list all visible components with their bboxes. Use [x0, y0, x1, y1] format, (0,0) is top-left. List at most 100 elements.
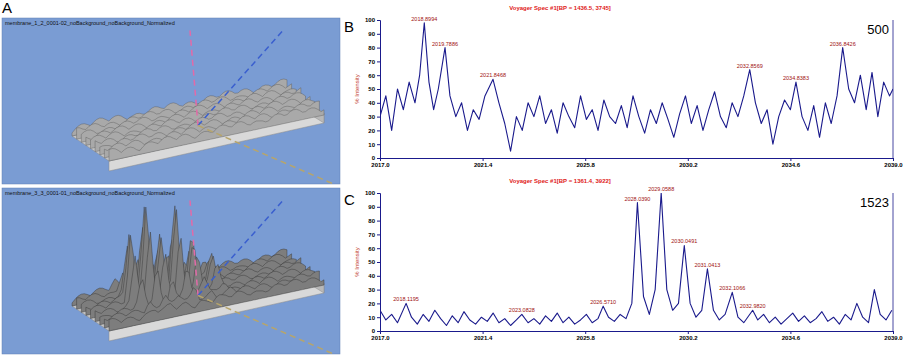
- y-tick-label: 70: [368, 232, 375, 238]
- y-tick-label: 40: [368, 273, 375, 279]
- x-tick-mark: [688, 158, 689, 161]
- panel-label: A: [2, 0, 12, 16]
- x-axis: 2017.02021.42025.82030.22034.62039.0: [371, 158, 903, 168]
- x-tick: 2034.6: [782, 331, 801, 341]
- y-tick: 100: [365, 190, 380, 196]
- spectrum-line: [380, 193, 892, 325]
- x-tick-mark: [790, 331, 791, 334]
- y-tick-label: 100: [365, 17, 376, 23]
- x-tick: 2025.8: [577, 158, 596, 168]
- y-tick-label: 30: [368, 287, 375, 293]
- surface-ridge: [109, 278, 324, 331]
- y-tick-mark: [377, 193, 380, 194]
- y-axis: 0102030405060708090100: [365, 190, 381, 334]
- y-tick: 50: [368, 86, 380, 92]
- y-tick-mark: [377, 207, 380, 208]
- y-tick-label: 20: [368, 128, 375, 134]
- x-tick: 2039.0: [884, 158, 903, 168]
- y-axis-line: [377, 21, 381, 159]
- surface-ridge: [109, 108, 324, 161]
- x-tick-label: 2030.2: [679, 335, 698, 341]
- peak-label: 2030.0491: [671, 238, 697, 244]
- y-tick: 40: [368, 273, 380, 279]
- y-tick: 10: [368, 142, 380, 148]
- x-tick-label: 2021.4: [474, 162, 493, 168]
- y-tick-mark: [377, 317, 380, 318]
- figure: Amembrane_1_2_0001-02_noBackground_noBac…: [0, 0, 911, 356]
- y-tick-mark: [377, 103, 380, 104]
- peak-label: 2018.1195: [393, 296, 419, 302]
- y-tick-mark: [377, 290, 380, 291]
- y-tick-mark: [377, 248, 380, 249]
- y-tick-mark: [377, 221, 380, 222]
- axis-guide: [198, 126, 337, 185]
- y-tick-mark: [377, 117, 380, 118]
- y-tick: 10: [368, 315, 380, 321]
- x-tick-label: 2025.8: [577, 335, 596, 341]
- y-tick-label: 40: [368, 100, 375, 106]
- y-tick: 30: [368, 287, 380, 293]
- x-tick: 2030.2: [679, 331, 698, 341]
- rendering-caption: membrane_1_2_0001-02_noBackground_noBack…: [5, 20, 175, 26]
- peak-label: 2032.8569: [737, 63, 763, 69]
- x-tick: 2039.0: [884, 331, 903, 341]
- y-tick: 50: [368, 259, 380, 265]
- peak-label: 2032.1066: [719, 285, 745, 291]
- y-axis-title: % Intensity: [354, 74, 360, 103]
- y-tick: 0: [372, 328, 380, 334]
- plot-frame: [893, 193, 894, 331]
- y-tick-mark: [377, 144, 380, 145]
- y-tick-mark: [377, 303, 380, 304]
- x-axis-line: [381, 332, 894, 335]
- x-tick-mark: [790, 158, 791, 161]
- y-tick-label: 80: [368, 218, 375, 224]
- axis-guide: [198, 296, 337, 355]
- axis-guide: [198, 201, 283, 296]
- y-tick: 70: [368, 59, 380, 65]
- chart-title: Voyager Spec #1[BP = 1361.4, 3922]: [509, 178, 611, 184]
- plot-area: [380, 23, 893, 151]
- peak-label: 2028.0390: [624, 196, 650, 202]
- y-tick-label: 90: [368, 31, 375, 37]
- x-tick-label: 2017.0: [371, 335, 390, 341]
- x-tick-label: 2034.6: [782, 162, 801, 168]
- peak-label: 2021.8468: [480, 72, 506, 78]
- x-tick-mark: [893, 331, 894, 334]
- y-tick: 20: [368, 301, 380, 307]
- peak-label: 2036.8426: [830, 41, 856, 47]
- axis-guide: [190, 201, 198, 296]
- y-tick-mark: [377, 234, 380, 235]
- x-tick: 2025.8: [577, 331, 596, 341]
- y-tick-label: 0: [372, 155, 376, 161]
- y-tick-mark: [377, 20, 380, 21]
- x-tick-label: 2034.6: [782, 335, 801, 341]
- x-tick-label: 2039.0: [884, 162, 903, 168]
- y-tick-label: 10: [368, 315, 375, 321]
- peak-label: 2032.9820: [740, 303, 766, 309]
- y-tick: 30: [368, 114, 380, 120]
- y-tick: 40: [368, 100, 380, 106]
- rendering-caption: membrane_3_3_0001-01_noBackground_noBack…: [5, 190, 175, 196]
- x-tick-label: 2021.4: [474, 335, 493, 341]
- chart-title: Voyager Spec #1[BP = 1436.5, 3745]: [509, 5, 611, 11]
- x-tick-mark: [688, 331, 689, 334]
- y-axis: 0102030405060708090100: [365, 17, 381, 161]
- peak-label: 2019.7886: [432, 41, 458, 47]
- y-tick-mark: [377, 262, 380, 263]
- y-tick: 100: [365, 17, 380, 23]
- rendering-background: [2, 188, 340, 354]
- x-tick: 2034.6: [782, 158, 801, 168]
- spectrum-line: [380, 23, 893, 151]
- y-tick-label: 100: [365, 190, 376, 196]
- y-tick: 60: [368, 246, 380, 252]
- rendering-panel: membrane_1_2_0001-02_noBackground_noBack…: [2, 18, 340, 186]
- y-tick-label: 20: [368, 301, 375, 307]
- axis-guide: [198, 31, 283, 126]
- y-tick-mark: [377, 34, 380, 35]
- peak-label: 2034.8383: [783, 75, 809, 81]
- y-tick-label: 10: [368, 142, 375, 148]
- y-tick-label: 70: [368, 59, 375, 65]
- y-tick-label: 50: [368, 259, 375, 265]
- peak-label: 2031.0413: [694, 262, 720, 268]
- counts-label: 500: [867, 22, 889, 37]
